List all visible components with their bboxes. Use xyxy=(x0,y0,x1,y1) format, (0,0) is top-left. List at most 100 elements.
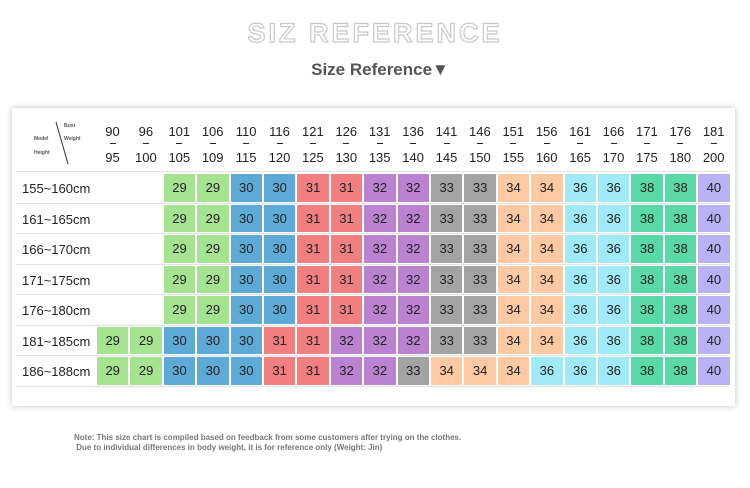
size-cell: 30 xyxy=(197,357,229,385)
column-from: 126 xyxy=(335,124,358,139)
dash xyxy=(142,143,149,144)
size-cell: 31 xyxy=(330,235,363,263)
subtitle: Size Reference▼ xyxy=(311,60,449,79)
size-cell: 33 xyxy=(464,204,496,232)
dash xyxy=(476,143,483,144)
size-cell: 38 xyxy=(631,357,663,385)
size-cell: 34 xyxy=(497,204,530,232)
size-cell: 34 xyxy=(531,326,563,354)
size-cell: 30 xyxy=(230,265,262,293)
size-cell: 31 xyxy=(297,235,329,263)
size-cell: 40 xyxy=(698,265,730,293)
size-cell: 34 xyxy=(531,174,563,202)
size-cell: 32 xyxy=(364,296,396,324)
size-cell: 36 xyxy=(598,204,630,232)
divider xyxy=(16,171,728,172)
size-cell: 31 xyxy=(330,265,363,293)
size-cell: 33 xyxy=(431,235,463,263)
column-from: 171 xyxy=(636,124,658,139)
size-cell: 36 xyxy=(598,235,630,263)
corner-label: Height xyxy=(34,150,50,156)
size-cell: 34 xyxy=(497,174,530,202)
size-cell: 30 xyxy=(230,326,262,354)
size-cell: 34 xyxy=(497,235,530,263)
size-cell: 32 xyxy=(397,204,429,232)
size-cell: 30 xyxy=(230,174,262,202)
size-cell: 29 xyxy=(197,296,229,324)
column-to: 175 xyxy=(636,150,658,165)
size-cell: 34 xyxy=(531,265,563,293)
size-cell: 38 xyxy=(631,204,663,232)
size-cell: 30 xyxy=(264,296,296,324)
size-cell: 40 xyxy=(698,326,730,354)
size-cell: 29 xyxy=(163,204,196,232)
corner-label: Weight xyxy=(64,136,81,142)
size-cell: 33 xyxy=(464,265,496,293)
size-cell: 38 xyxy=(664,204,697,232)
dash xyxy=(243,143,250,144)
note: Due to individual differences in body we… xyxy=(74,443,383,452)
size-cell: 34 xyxy=(464,357,496,385)
divider xyxy=(16,385,728,387)
size-table: Bust Weight Model Height 90 95 96 100 101 105… xyxy=(12,108,735,406)
size-cell: 32 xyxy=(364,326,396,354)
column-to: 165 xyxy=(569,150,591,165)
size-cell: 38 xyxy=(664,174,697,202)
dash xyxy=(410,143,417,144)
size-cell: 33 xyxy=(464,296,496,324)
size-cell: 29 xyxy=(130,357,162,385)
size-cell: 33 xyxy=(431,265,463,293)
size-cell: 29 xyxy=(197,235,229,263)
size-cell: 36 xyxy=(564,235,596,263)
column-to: 155 xyxy=(502,150,525,165)
size-cell: 30 xyxy=(230,296,262,324)
row-label: 176~180cm xyxy=(22,303,91,318)
size-cell: 38 xyxy=(631,235,663,263)
size-cell: 29 xyxy=(97,326,129,354)
row-label: 181~185cm xyxy=(22,333,91,349)
size-cell: 38 xyxy=(664,235,697,263)
column-to: 109 xyxy=(201,150,224,165)
divider xyxy=(16,202,728,204)
column-from: 106 xyxy=(201,124,224,139)
size-cell: 32 xyxy=(364,235,396,263)
column-from: 146 xyxy=(469,124,491,139)
size-cell: 30 xyxy=(230,357,262,385)
size-cell: 32 xyxy=(364,357,396,385)
size-cell: 31 xyxy=(297,174,329,202)
size-cell: 34 xyxy=(531,204,563,232)
size-cell: 36 xyxy=(564,265,596,293)
size-cell: 32 xyxy=(397,174,429,202)
size-cell: 29 xyxy=(163,296,196,324)
dash xyxy=(276,143,283,144)
row-label: 161~165cm xyxy=(22,211,91,227)
column-to: 125 xyxy=(302,150,324,165)
size-cell: 40 xyxy=(698,204,730,232)
size-cell: 33 xyxy=(464,326,496,354)
column-to: 135 xyxy=(368,150,391,165)
dash xyxy=(577,143,584,144)
size-cell: 31 xyxy=(297,265,329,293)
corner-diagonal xyxy=(55,121,69,165)
column-to: 95 xyxy=(105,150,120,165)
size-cell: 36 xyxy=(564,357,596,385)
size-cell: 36 xyxy=(564,326,596,354)
column-to: 100 xyxy=(135,150,157,165)
size-cell: 32 xyxy=(397,235,429,263)
size-cell: 38 xyxy=(664,296,697,324)
size-cell: 29 xyxy=(163,235,196,263)
column-to: 130 xyxy=(335,150,358,165)
divider xyxy=(16,355,728,356)
size-cell: 31 xyxy=(330,204,363,232)
column-to: 145 xyxy=(435,150,458,165)
size-cell: 31 xyxy=(297,326,329,354)
size-cell: 30 xyxy=(230,204,262,232)
column-to: 200 xyxy=(702,150,725,165)
dash xyxy=(543,143,550,144)
size-cell: 32 xyxy=(397,265,429,293)
size-cell: 31 xyxy=(264,326,296,354)
dash xyxy=(643,143,650,144)
size-cell: 40 xyxy=(698,357,730,385)
size-cell: 30 xyxy=(163,326,196,354)
divider xyxy=(16,233,728,234)
